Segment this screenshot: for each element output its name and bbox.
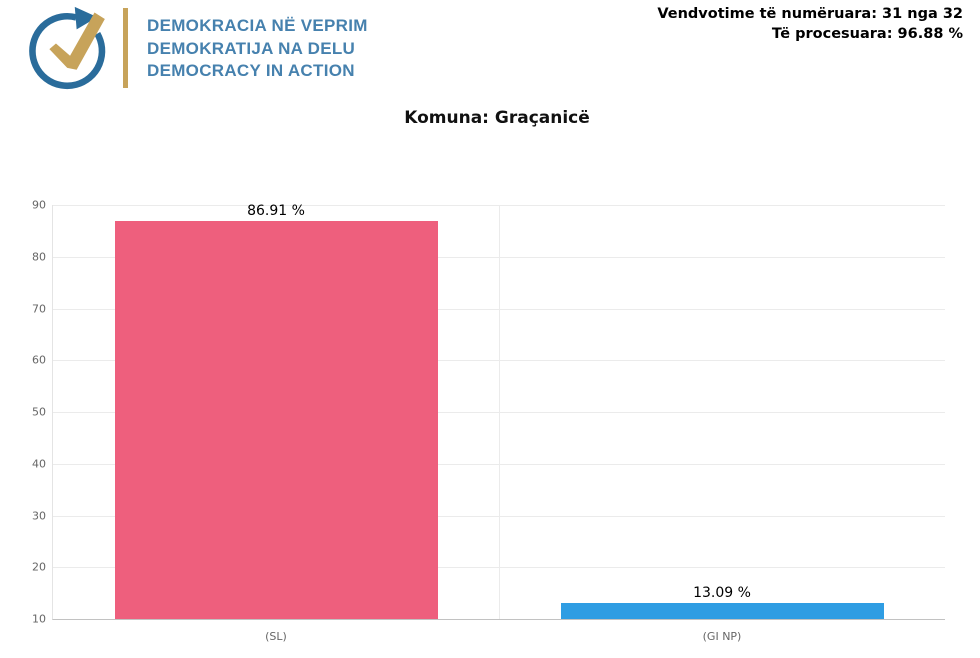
stats-polling-stations-counted: Vendvotime të numëruara: 31 nga 32 (657, 6, 963, 22)
y-axis-tick-label: 60 (32, 353, 46, 367)
y-axis-tick-label: 30 (32, 509, 46, 522)
bar-value-label: 13.09 % (693, 585, 751, 602)
y-axis-tick-label: 50 (32, 405, 46, 419)
stats-percent-processed: Të procesuara: 96.88 % (771, 25, 963, 42)
category-divider-line (499, 205, 500, 619)
page-title: Komuna: Graçanicë (404, 108, 590, 128)
y-axis-tick-label: 70 (32, 302, 46, 315)
logo-wordmark: DEMOKRACIA NË VEPRIM DEMOKRATIJA NA DELU… (147, 15, 368, 83)
y-axis-tick-label: 40 (32, 457, 46, 471)
logo-line-english: DEMOCRACY IN ACTION (147, 61, 355, 80)
x-axis-category-label: (SL) (265, 630, 287, 643)
logo-line-serbian: DEMOKRATIJA NA DELU (147, 38, 356, 58)
counting-stats: Vendvotime të numëruara: 31 nga 32 Të pr… (657, 5, 963, 44)
y-axis-tick-label: 10 (32, 612, 46, 626)
x-axis-category-label: (GI NP) (702, 630, 742, 643)
logo-divider (123, 8, 128, 88)
bar-sl[interactable] (114, 221, 438, 619)
bar-ginp[interactable] (560, 603, 884, 619)
plot-area: 90 80 70 60 50 40 30 20 10 86.91 % (SL) 13.09 % (GI … (32, 199, 945, 643)
y-axis-tick-label: 80 (32, 250, 46, 264)
democracy-in-action-logo-icon (29, 6, 106, 90)
logo-line-albanian: DEMOKRACIA NË VEPRIM (147, 16, 368, 35)
y-axis-tick-label: 20 (32, 560, 46, 574)
y-axis-tick-label: 90 (32, 198, 46, 212)
bar-value-label: 86.91 % (247, 203, 305, 219)
